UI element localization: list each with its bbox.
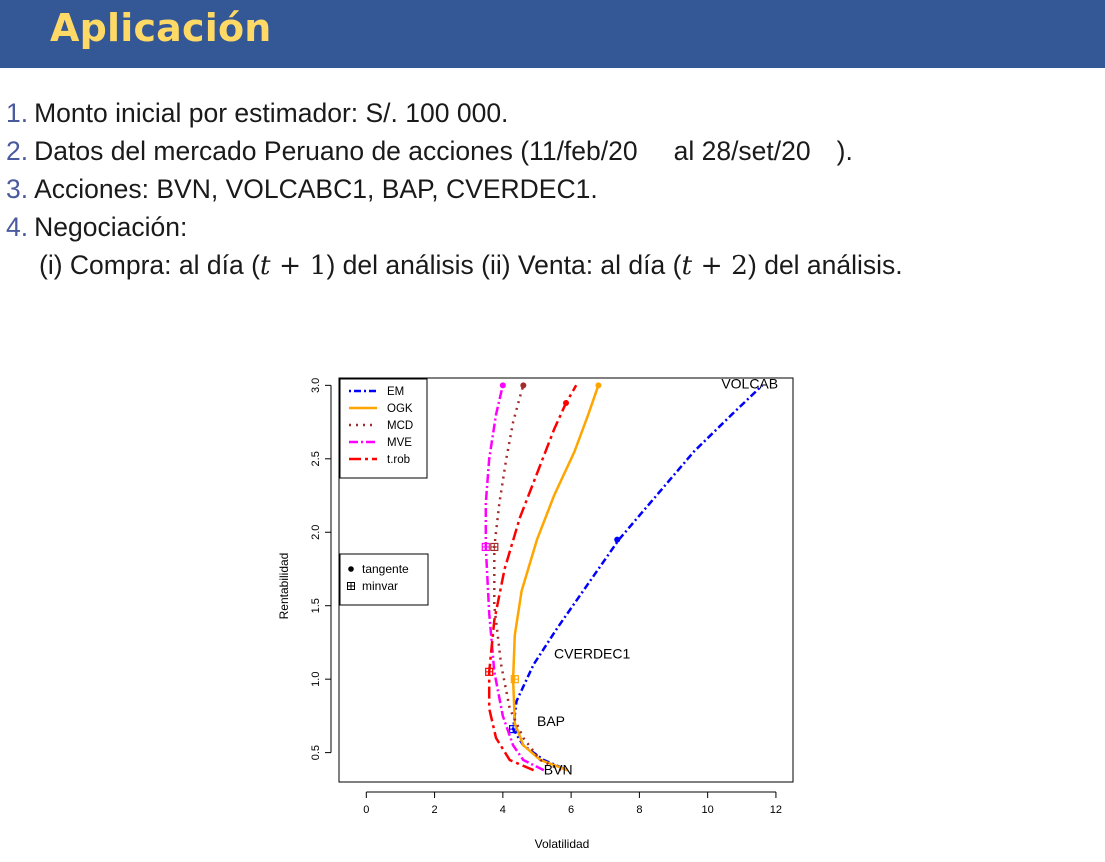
sub-item: (i) Compra: al día (t + 1) del análisis … bbox=[39, 248, 1096, 283]
legend-label: EM bbox=[387, 386, 404, 398]
list-item: 1. Monto inicial por estimador: S/. 100 0… bbox=[6, 96, 1096, 134]
list-item-text: Negociación: bbox=[34, 212, 188, 242]
enumerated-list: 1. Monto inicial por estimador: S/. 100 0… bbox=[6, 96, 1096, 283]
math-variable: t bbox=[681, 250, 693, 281]
math-operator: + 2 bbox=[692, 250, 749, 281]
list-item-text: ). bbox=[836, 136, 853, 166]
x-tick-label: 8 bbox=[636, 804, 642, 816]
list-item-text: al 28/set/20 bbox=[673, 136, 811, 166]
list-item: 4. Negociación: bbox=[6, 210, 1096, 248]
x-tick-label: 6 bbox=[568, 804, 574, 816]
tangent-point bbox=[563, 399, 569, 406]
slide-title: Aplicación bbox=[50, 6, 272, 50]
x-tick-label: 12 bbox=[770, 804, 782, 816]
y-tick-label: 0.5 bbox=[310, 745, 322, 760]
tangent-point bbox=[520, 382, 527, 389]
math-operator: + 1 bbox=[270, 250, 327, 281]
asset-annotation: BVN bbox=[544, 762, 573, 778]
list-item-text: Monto inicial por estimador: S/. 100 000… bbox=[34, 98, 509, 128]
x-tick-label: 10 bbox=[702, 804, 714, 816]
marker-legend bbox=[339, 553, 429, 606]
legend-label: MVE bbox=[387, 437, 412, 449]
y-axis-label: Rentabilidad bbox=[277, 553, 291, 620]
plot-frame bbox=[338, 377, 794, 783]
legend-label: t.rob bbox=[387, 454, 410, 466]
y-tick-label: 2.0 bbox=[310, 525, 322, 540]
legend-label: OGK bbox=[387, 403, 413, 415]
legend-label: minvar bbox=[362, 579, 398, 593]
x-tick-label: 0 bbox=[363, 804, 369, 816]
x-tick-label: 2 bbox=[432, 804, 438, 816]
efficient-frontier-chart: 0 2 4 6 8 10 12 0.5 1.0 1.5 2.0 2.5 3.0 Volatilidad Re… bbox=[277, 375, 794, 851]
legend-label: MCD bbox=[387, 420, 413, 432]
list-item-text: Acciones: BVN, VOLCABC1, BAP, CVERDEC1. bbox=[34, 174, 598, 204]
tangent-point bbox=[499, 382, 506, 389]
series-line-mve bbox=[484, 385, 545, 772]
series-legend bbox=[339, 378, 428, 479]
x-tick-label: 4 bbox=[500, 804, 506, 816]
x-axis-label: Volatilidad bbox=[535, 837, 590, 851]
list-item-text: Datos del mercado Peruano de acciones (1… bbox=[34, 136, 638, 166]
asset-annotation: BAP bbox=[537, 713, 565, 729]
y-tick-label: 1.0 bbox=[310, 672, 322, 687]
asset-annotation: CVERDEC1 bbox=[554, 646, 630, 662]
sub-item-text: ) del análisis (ii) Venta: al día ( bbox=[326, 250, 682, 280]
series-line-ogk bbox=[511, 384, 600, 772]
list-item-number: 4. bbox=[6, 212, 29, 242]
asset-annotation: VOLCAB bbox=[721, 375, 778, 391]
y-tick-label: 3.0 bbox=[310, 378, 322, 393]
list-item-number: 2. bbox=[6, 136, 29, 166]
y-tick-label: 1.5 bbox=[310, 598, 322, 613]
legend-dot-icon bbox=[348, 566, 354, 572]
list-item: 2. Datos del mercado Peruano de acciones … bbox=[6, 134, 1096, 172]
tangent-point bbox=[595, 382, 602, 389]
slide-header: Aplicación bbox=[0, 0, 1105, 68]
sub-item-text: ) del análisis. bbox=[748, 250, 903, 280]
tangent-point bbox=[614, 536, 621, 543]
sub-item-text: (i) Compra: al día ( bbox=[39, 250, 260, 280]
list-item-number: 3. bbox=[6, 174, 29, 204]
list-item-number: 1. bbox=[6, 98, 29, 128]
series-line-trob bbox=[487, 384, 578, 772]
list-item: 3. Acciones: BVN, VOLCABC1, BAP, CVERDEC1… bbox=[6, 172, 1096, 210]
y-tick-label: 2.5 bbox=[310, 451, 322, 466]
legend-label: tangente bbox=[362, 562, 409, 576]
math-variable: t bbox=[259, 250, 271, 281]
